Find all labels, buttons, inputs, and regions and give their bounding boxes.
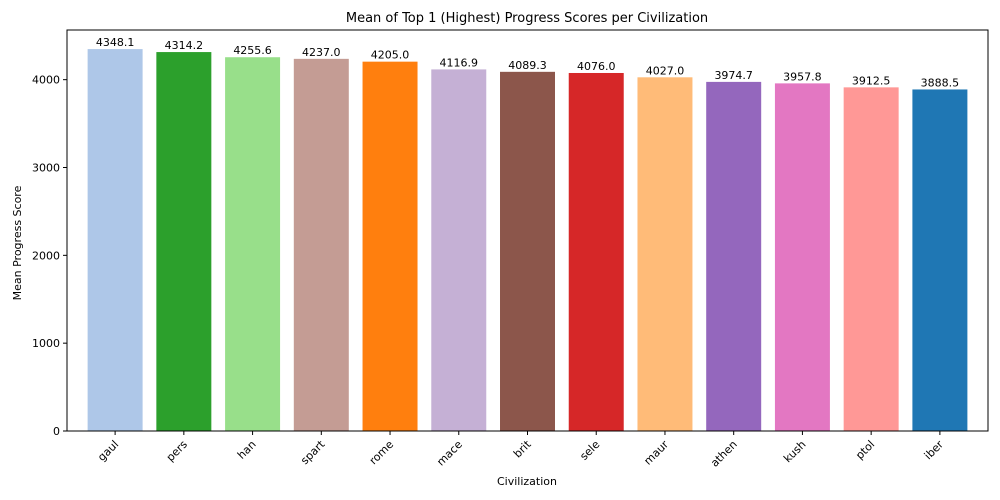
x-tick-label-ptol: ptol	[853, 438, 877, 462]
x-tick-label-mace: mace	[434, 438, 465, 469]
bar-value-label-maur: 4027.0	[646, 64, 685, 77]
bar-iber	[912, 89, 968, 432]
bar-value-label-iber: 3888.5	[921, 76, 960, 89]
bar-maur	[637, 77, 693, 432]
bar-kush	[774, 83, 830, 431]
bar-value-label-gaul: 4348.1	[96, 36, 135, 49]
bar-value-label-brit: 4089.3	[508, 59, 547, 72]
bar-value-label-athen: 3974.7	[714, 69, 753, 82]
bar-ptol	[843, 87, 899, 431]
bar-value-label-spart: 4237.0	[302, 46, 341, 59]
bar-value-label-kush: 3957.8	[783, 70, 822, 83]
y-tick-label: 1000	[32, 337, 60, 350]
x-tick-label-brit: brit	[511, 437, 534, 460]
x-tick-label-kush: kush	[781, 438, 808, 465]
y-tick-label: 4000	[32, 74, 60, 87]
x-tick-label-han: han	[235, 438, 259, 462]
bar-mace	[431, 69, 487, 432]
bar-value-label-mace: 4116.9	[440, 56, 479, 69]
x-tick-label-spart: spart	[298, 437, 328, 467]
bar-sele	[568, 72, 624, 432]
bar-brit	[500, 71, 555, 431]
x-tick-label-athen: athen	[708, 438, 740, 470]
y-tick-label: 0	[53, 425, 60, 438]
bar-athen	[706, 81, 762, 431]
plot-area: 4348.1 4314.2 4255.6 4237.0 4205.0 4116.9 4089…	[32, 29, 989, 470]
x-tick-label-sele: sele	[577, 438, 602, 463]
x-tick-label-maur: maur	[641, 438, 671, 468]
x-tick-label-iber: iber	[922, 438, 947, 463]
y-tick-label: 2000	[32, 249, 60, 262]
x-tick-label-rome: rome	[367, 438, 397, 468]
bar-value-label-han: 4255.6	[233, 44, 272, 57]
x-tick-label-pers: pers	[164, 438, 190, 464]
bar-value-label-pers: 4314.2	[165, 39, 204, 52]
bar-value-label-rome: 4205.0	[371, 49, 410, 62]
bar-han	[225, 57, 281, 431]
chart-title: Mean of Top 1 (Highest) Progress Scores …	[346, 11, 708, 26]
x-tick-label-gaul: gaul	[95, 438, 121, 464]
bar-spart	[293, 58, 349, 431]
x-axis-title: Civilization	[497, 475, 557, 488]
bar-rome	[362, 61, 418, 431]
bar-value-label-ptol: 3912.5	[852, 74, 891, 87]
bar-value-label-sele: 4076.0	[577, 60, 616, 73]
bar-pers	[156, 52, 212, 431]
y-axis-title: Mean Progress Score	[11, 185, 24, 300]
bar-gaul	[87, 49, 143, 432]
y-tick-label: 3000	[32, 162, 60, 175]
